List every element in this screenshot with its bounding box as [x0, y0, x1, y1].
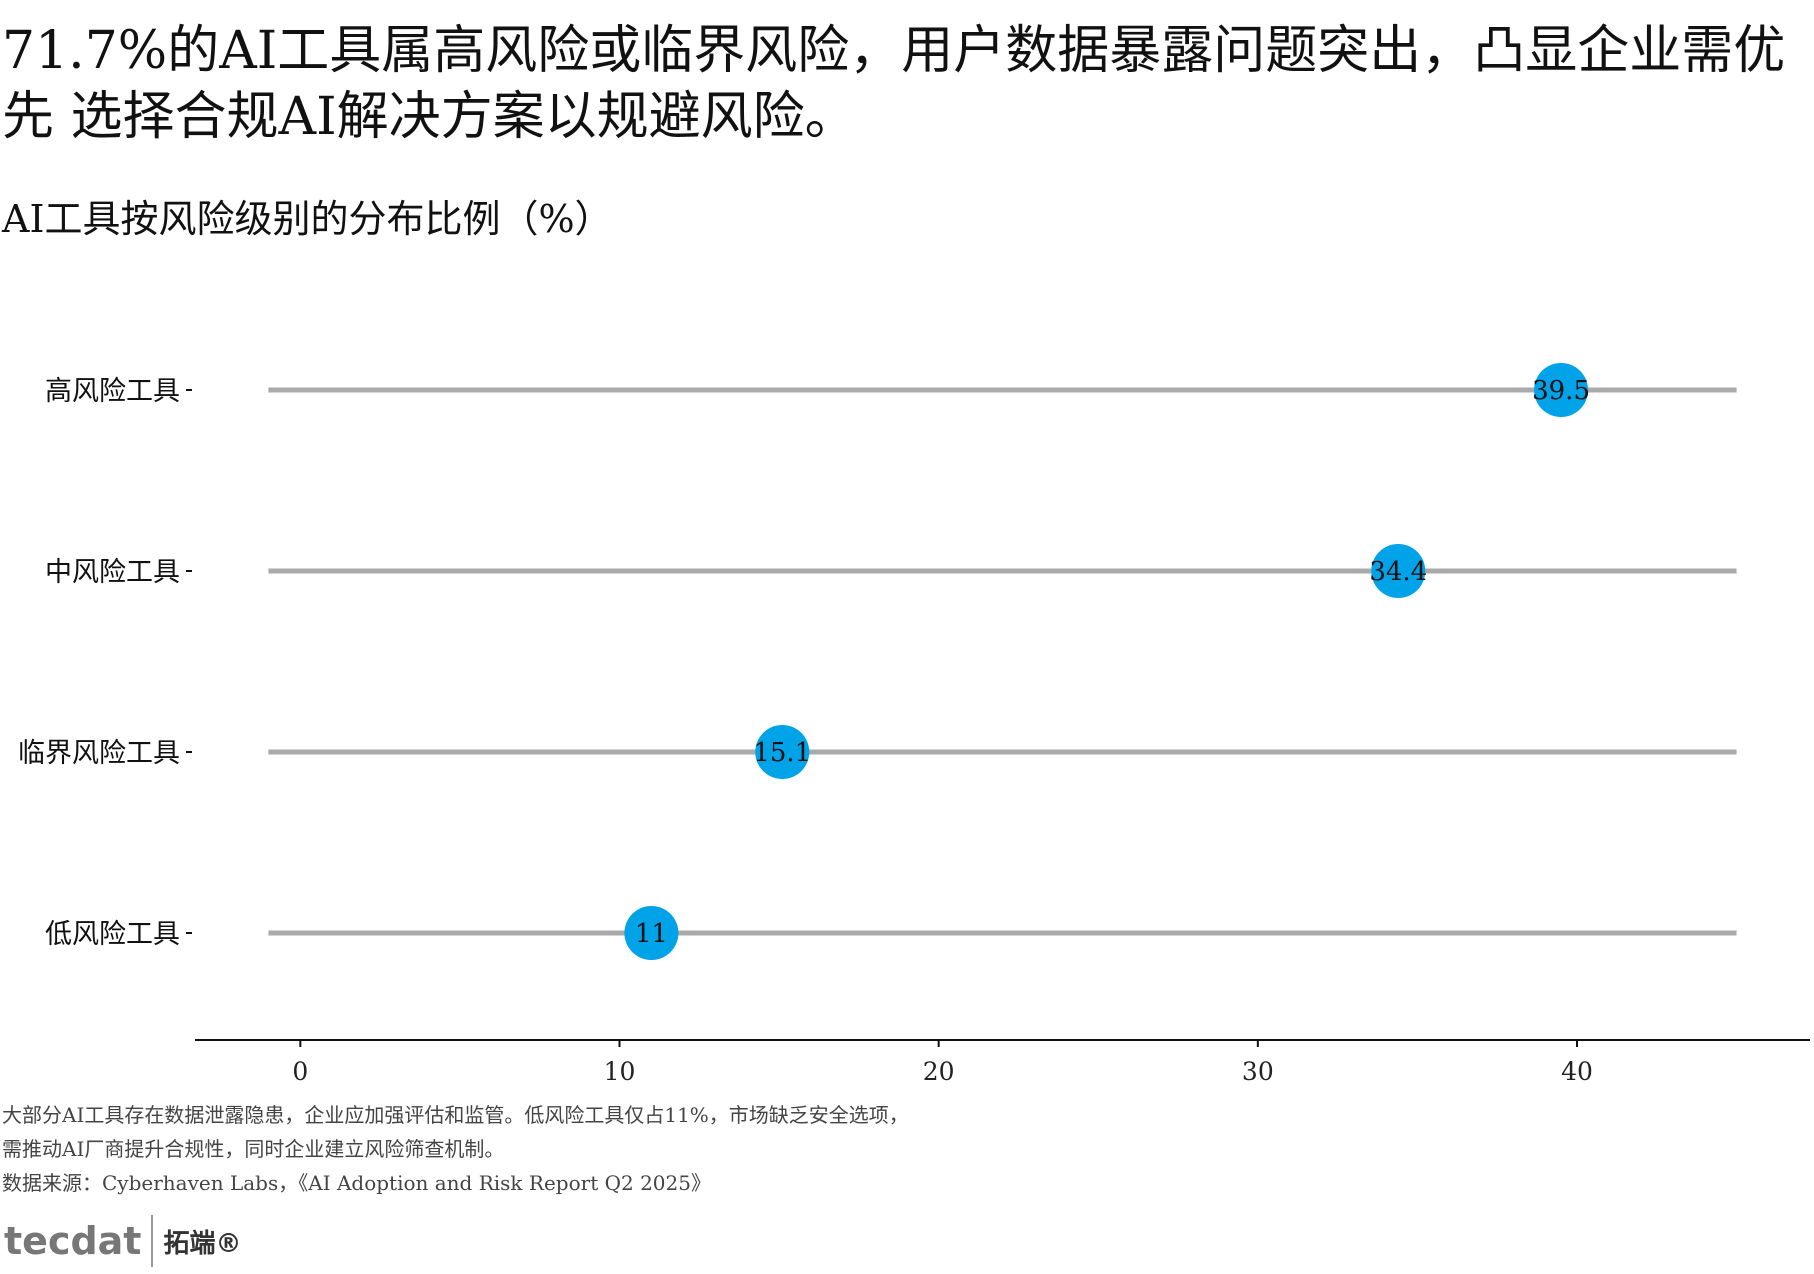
- data-point: [755, 725, 810, 779]
- footer: 大部分AI工具存在数据泄露隐患，企业应加强评估和监管。低风险工具仅占11%，市场…: [2, 1098, 909, 1200]
- data-label: 34.4: [1369, 557, 1427, 587]
- x-axis: 0 10 20 30 40: [195, 1039, 1810, 1086]
- data-point: [624, 906, 679, 960]
- logo-latin: tecdat: [4, 1219, 142, 1263]
- category-label: 低风险工具: [45, 919, 180, 950]
- chart-title: AI工具按风险级别的分布比例（%）: [2, 197, 613, 241]
- category-label: 中风险工具: [45, 557, 180, 588]
- data-label: 11: [635, 919, 668, 949]
- x-tick-label: 0: [292, 1057, 308, 1086]
- headline: 71.7%的AI工具属高风险或临界风险，用户数据暴露问题突出，凸显企业需优先 选…: [2, 21, 1786, 147]
- tecdat-logo: tecdat 拓端®: [4, 1208, 242, 1274]
- footer-note-line1: 大部分AI工具存在数据泄露隐患，企业应加强评估和监管。低风险工具仅占11%，市场…: [2, 1103, 909, 1127]
- category-label: 临界风险工具: [18, 738, 180, 769]
- logo-divider: [151, 1215, 154, 1267]
- data-source: 数据来源：Cyberhaven Labs，《AI Adoption and Ri…: [2, 1171, 711, 1195]
- data-label: 15.1: [753, 738, 811, 768]
- category-label: 高风险工具: [45, 376, 180, 407]
- x-tick-label: 20: [923, 1057, 955, 1086]
- data-points: 39.5 34.4 15.1 11: [624, 363, 1590, 960]
- x-tick-label: 40: [1561, 1057, 1593, 1086]
- x-tick-label: 10: [604, 1057, 636, 1086]
- data-label: 39.5: [1532, 376, 1590, 406]
- data-point: [1371, 544, 1426, 598]
- x-tick-label: 30: [1242, 1057, 1274, 1086]
- data-point: [1534, 363, 1589, 417]
- footer-note-line2: 需推动AI厂商提升合规性，同时企业建立风险筛查机制。: [2, 1137, 505, 1161]
- logo-cn: 拓端®: [163, 1228, 242, 1259]
- track-lines: [268, 387, 1737, 936]
